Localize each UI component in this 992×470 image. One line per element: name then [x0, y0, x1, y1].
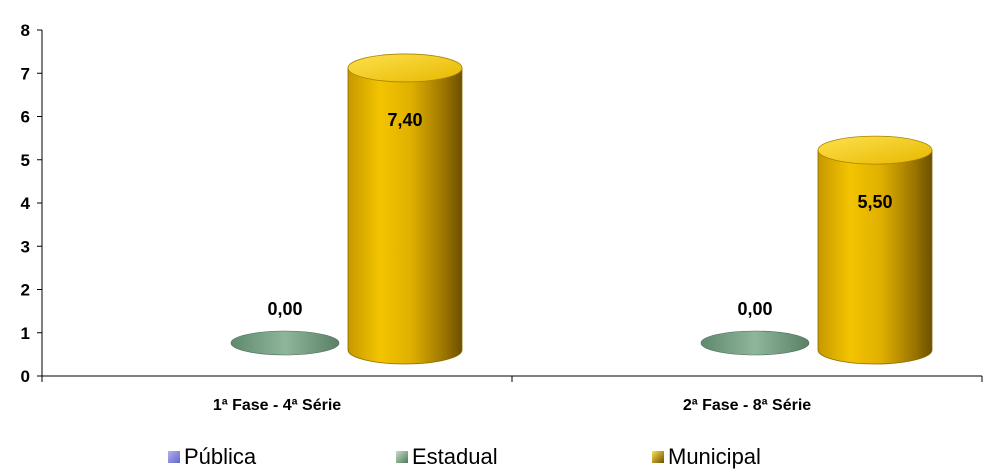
legend-swatch-estadual [396, 451, 408, 463]
bar-municipal-1 [817, 135, 933, 365]
bar-municipal-top-1 [817, 135, 933, 165]
legend-item-estadual: Estadual [396, 444, 498, 470]
legend-label-publica: Pública [184, 444, 257, 469]
y-tick-label-7: 7 [21, 64, 30, 83]
legend-label-estadual: Estadual [412, 444, 498, 469]
bar-municipal-top-0 [347, 53, 463, 83]
legend-item-municipal: Municipal [652, 444, 761, 470]
legend-item-publica: Pública [168, 444, 256, 470]
y-tick-label-3: 3 [21, 237, 30, 256]
legend-swatch-municipal [652, 451, 664, 463]
legend-label-municipal: Municipal [668, 444, 761, 469]
y-tick-label-6: 6 [21, 108, 30, 127]
y-tick-label-4: 4 [21, 194, 31, 213]
data-label-municipal-0: 7,40 [387, 110, 422, 130]
data-label-estadual-1: 0,00 [737, 299, 772, 319]
y-tick-label-0: 0 [21, 367, 30, 386]
y-tick-label-1: 1 [21, 324, 30, 343]
data-label-municipal-1: 5,50 [857, 192, 892, 212]
x-category-label-1: 2ª Fase - 8ª Série [683, 397, 811, 414]
bar-estadual-1 [700, 330, 810, 356]
bar-municipal-0 [347, 53, 463, 365]
y-tick-label-8: 8 [21, 21, 30, 40]
data-label-estadual-0: 0,00 [267, 299, 302, 319]
bar-municipal-body-1 [817, 149, 933, 365]
x-category-label-0: 1ª Fase - 4ª Série [213, 397, 341, 414]
legend: Pública Estadual Municipal [0, 444, 992, 470]
y-tick-label-2: 2 [21, 281, 30, 300]
bar-municipal-body-0 [347, 67, 463, 365]
bar-estadual-0 [230, 330, 340, 356]
y-tick-label-5: 5 [21, 151, 30, 170]
chart-svg: 0 1 2 3 4 5 6 7 8 1ª Fase - 4ª Série 2ª Fase - 8ª… [21, 21, 983, 414]
legend-swatch-publica [168, 451, 180, 463]
